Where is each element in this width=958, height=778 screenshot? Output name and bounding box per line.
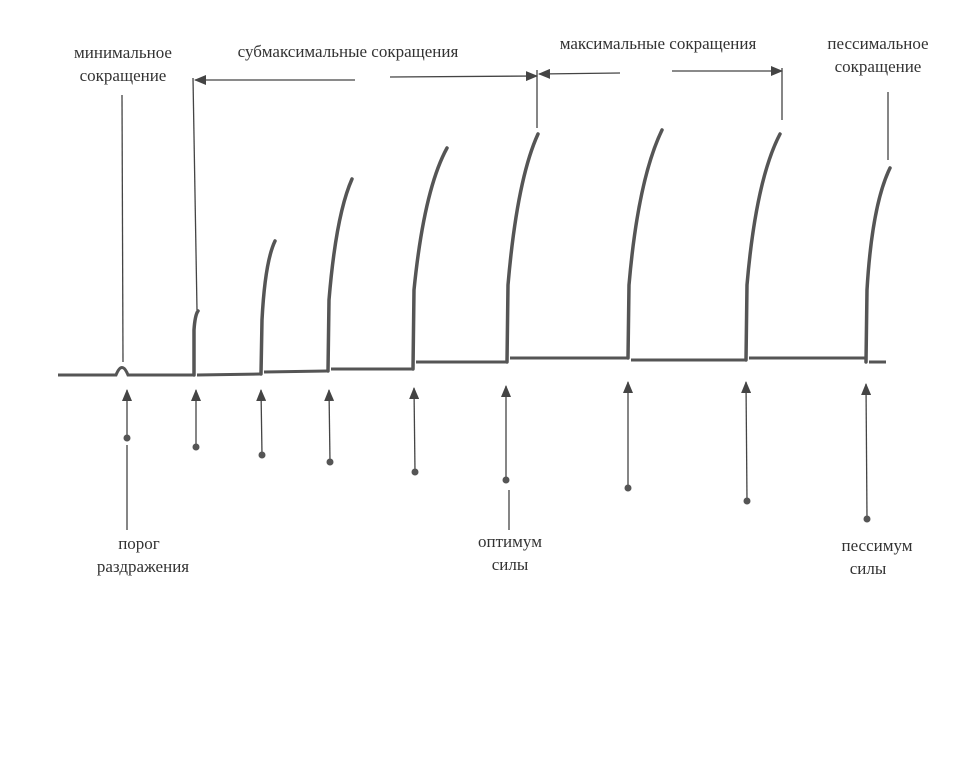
brackets [121,66,889,530]
label: субмаксимальные сокращения [238,42,459,61]
twitch [411,146,449,371]
twitch [192,309,200,377]
stimulus-arrow [861,383,872,520]
label: раздражения [97,557,189,576]
label: оптимум [478,532,542,551]
twitch [326,177,354,373]
stimulus-dot [258,451,266,459]
bracket-arrow [538,68,621,79]
label: сокращение [835,57,922,76]
twitch [505,132,540,364]
stimulus-dot [123,434,131,442]
label: сокращение [80,66,167,85]
stimulus-dot [411,468,419,476]
label: минимальное [74,43,172,62]
stimulus-dot [863,515,871,523]
stimulus-dot [326,458,334,466]
label: пессимум [841,536,912,555]
label: силы [850,559,887,578]
stimulus-dot [624,484,632,492]
labels: минимальное сокращение субмаксимальные с… [74,34,929,578]
pointer [121,94,124,363]
label: пессимальное [827,34,928,53]
stimulus-arrow [324,389,335,463]
twitch [864,166,892,364]
stimulus-dot [502,476,510,484]
stimulus-arrow [741,381,752,502]
label: порог [118,534,160,553]
pointer [192,77,198,311]
twitch [259,239,277,376]
twitch [626,128,664,360]
bracket-arrow [389,71,538,82]
stimulus-arrow [256,389,267,456]
stimuli [122,381,872,523]
stimulus-dot [743,497,751,505]
label: силы [492,555,529,574]
stimulus-dot [192,443,200,451]
label: максимальные сокращения [560,34,757,53]
myogram [58,128,892,377]
baseline [58,356,886,377]
stimulus-arrow [409,387,420,473]
twitch [744,132,782,362]
